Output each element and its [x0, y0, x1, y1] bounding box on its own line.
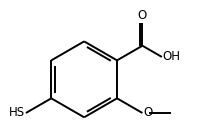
Text: O: O	[143, 107, 152, 120]
Text: HS: HS	[9, 107, 25, 120]
Text: O: O	[138, 9, 147, 22]
Text: OH: OH	[163, 50, 181, 63]
